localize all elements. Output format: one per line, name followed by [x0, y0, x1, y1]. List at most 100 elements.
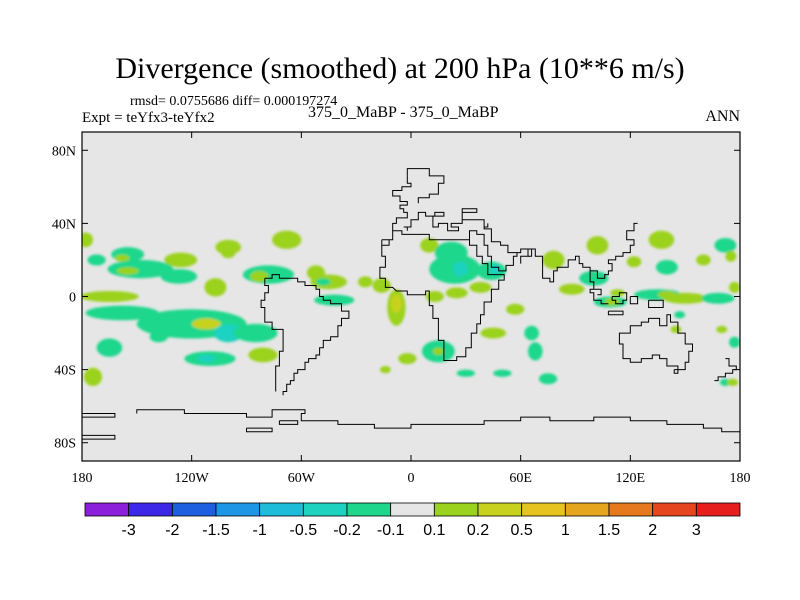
- divergence-region: [586, 236, 609, 255]
- divergence-region: [398, 353, 417, 365]
- divergence-region: [164, 252, 198, 268]
- x-tick-label: 60E: [509, 471, 532, 486]
- coastline: [611, 292, 628, 305]
- y-tick-label: 40N: [52, 217, 76, 232]
- divergence-region: [524, 325, 539, 341]
- coastline: [589, 288, 609, 305]
- divergence-region: [242, 265, 295, 284]
- divergence-region: [372, 278, 391, 293]
- divergence-region: [714, 238, 737, 253]
- divergence-region: [729, 281, 740, 293]
- divergence-region: [160, 269, 198, 284]
- x-tick-label: 0: [408, 471, 415, 486]
- y-tick-label: 80N: [52, 144, 76, 159]
- coastline: [246, 427, 273, 433]
- coastline: [406, 168, 445, 204]
- coastline: [469, 230, 518, 272]
- divergence-region: [579, 270, 609, 286]
- divergence-region: [379, 365, 391, 374]
- colorbar-label: -1.5: [202, 522, 230, 539]
- divergence-region: [204, 278, 227, 297]
- divergence-region: [489, 263, 501, 275]
- colorbar-swatch: [302, 502, 348, 517]
- divergence-region: [480, 327, 507, 339]
- divergence-region: [213, 323, 243, 343]
- divergence-region: [655, 259, 678, 275]
- divergence-region: [674, 311, 686, 319]
- divergence-region: [82, 232, 93, 248]
- divergence-region: [220, 247, 236, 259]
- y-axis: 80N 40N 0 40S 80S: [52, 144, 740, 452]
- coastline: [278, 420, 299, 425]
- divergence-region: [87, 254, 106, 266]
- divergence-region: [453, 261, 468, 277]
- colorbar-label: -0.1: [377, 522, 405, 539]
- coastline: [392, 175, 412, 231]
- divergence-region: [85, 305, 159, 321]
- coastline: [648, 299, 664, 308]
- x-tick-label: 180: [72, 471, 93, 486]
- colorbar-swatch: [346, 502, 392, 517]
- coastline: [136, 409, 740, 433]
- divergence-region: [83, 367, 103, 387]
- colorbar-swatch: [564, 502, 610, 517]
- coastline: [82, 413, 116, 418]
- divergence-field: [82, 230, 740, 387]
- divergence-region: [716, 325, 728, 334]
- coastline: [260, 278, 284, 392]
- colorbar-swatch: [171, 502, 217, 517]
- divergence-region: [648, 230, 675, 249]
- colorbar-label: -0.5: [290, 522, 318, 539]
- divergence-region: [272, 230, 302, 249]
- divergence-region: [96, 338, 123, 357]
- coastline: [379, 230, 505, 361]
- colorbar-swatch: [433, 502, 479, 517]
- divergence-region: [538, 373, 558, 385]
- colorbar-swatch: [390, 502, 435, 517]
- x-axis: 180 120W 60W 0 60E 120E 180: [72, 132, 751, 486]
- coastline: [264, 274, 350, 396]
- season-label: ANN: [705, 108, 740, 125]
- y-tick-label: 80S: [54, 437, 76, 452]
- x-tick-label: 120W: [175, 471, 210, 486]
- divergence-region: [248, 347, 278, 363]
- x-tick-label: 60W: [288, 471, 316, 486]
- colorbar: -3 -2 -1.5 -1 -0.5 -0.2 -0.1 0.1 0.2 0.5 1 1.5 2 3: [84, 502, 741, 539]
- colorbar-label: 3: [692, 522, 701, 539]
- coastline: [484, 223, 489, 228]
- coastline: [524, 248, 533, 257]
- divergence-region: [701, 292, 735, 304]
- colorbar-label: 1: [561, 522, 570, 539]
- y-tick-label: 40S: [54, 364, 76, 379]
- divergence-region: [559, 283, 585, 295]
- divergence-region: [663, 292, 708, 304]
- divergence-region: [506, 303, 525, 315]
- colorbar-label: 0.1: [423, 522, 445, 539]
- colorbar-label: 0.5: [511, 522, 533, 539]
- colorbar-label: -3: [122, 522, 136, 539]
- x-tick-label: 120E: [616, 471, 646, 486]
- colorbar-swatch: [695, 502, 741, 517]
- divergence-region: [390, 294, 402, 313]
- colorbar-label: -2: [165, 522, 179, 539]
- coastline: [618, 314, 693, 371]
- divergence-region: [149, 331, 168, 343]
- divergence-region: [357, 276, 373, 288]
- divergence-region: [116, 267, 139, 275]
- colorbar-swatch: [84, 502, 130, 517]
- colorbar-swatch: [128, 502, 173, 517]
- divergence-region: [725, 250, 737, 262]
- x-tick-label: 180: [730, 471, 751, 486]
- divergence-region: [233, 323, 278, 343]
- divergence-region: [542, 250, 565, 270]
- divergence-region: [527, 342, 543, 361]
- y-tick-label: 0: [69, 291, 76, 306]
- colorbar-label: -1: [253, 522, 267, 539]
- divergence-region: [670, 325, 682, 334]
- coastline: [607, 310, 624, 316]
- divergence-region: [493, 369, 512, 377]
- coastline: [629, 296, 639, 305]
- coastline: [82, 434, 116, 440]
- coastline: [590, 222, 638, 279]
